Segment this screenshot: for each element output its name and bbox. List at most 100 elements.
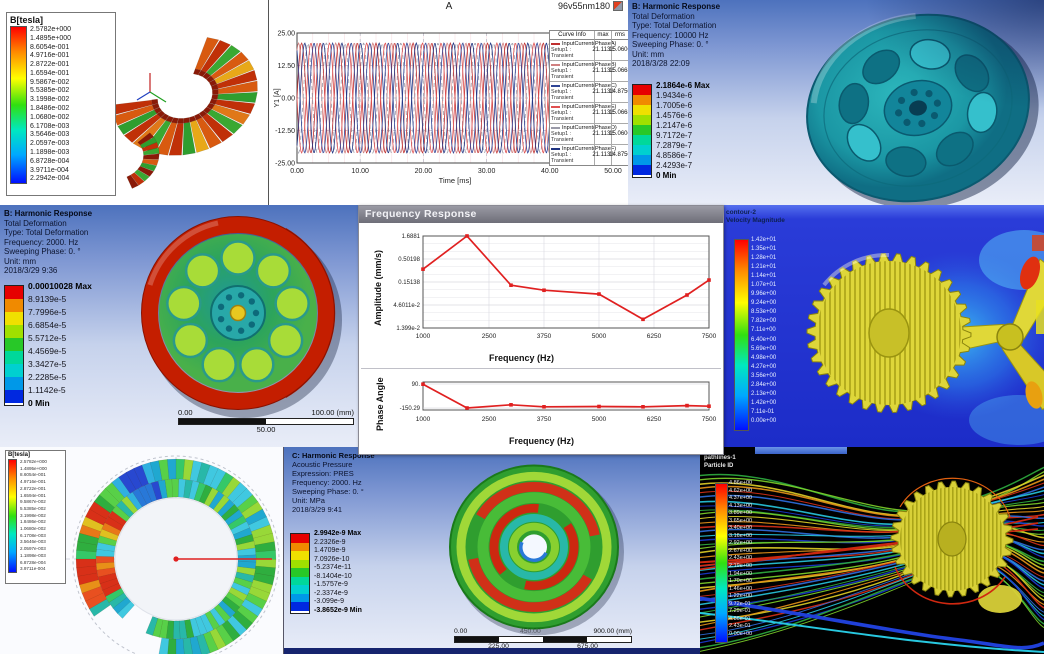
window-fragment [755,447,847,454]
legend-band [5,364,23,377]
legend-title: B[tesla] [8,452,31,458]
legend-band [5,338,23,351]
result-header: B: Harmonic Response Total Deformation Typ… [4,209,92,276]
legend-value: 2.5782e+000 [20,459,47,464]
scale-max: 100.00 (mm) [311,408,354,417]
plot-title: A [445,1,453,12]
phase-response-chart: 90. -150.29 1000 2500 3750 5000 6250 7500 [400,381,717,423]
legend-value: 8.53e+00 [751,309,777,316]
svg-text:0.00: 0.00 [281,96,295,103]
legend-value: 7.82e+00 [751,318,777,325]
legend-value: 3.5646e-003 [20,539,46,545]
legend-value: 7.29e-01 [729,608,751,615]
header-line: Expression: PRES [292,469,354,478]
table-header: max [594,31,611,40]
svg-text:7500: 7500 [702,416,717,423]
panel-acoustic-pressure: C: Harmonic Response Acoustic Pressure Exp… [283,447,701,654]
legend-value: -5.2374e-11 [314,564,352,572]
svg-text:-12.50: -12.50 [275,128,295,135]
legend-value: 2.9942e-9 Max [314,530,362,538]
legend-value: 1.22e+00 [729,593,753,600]
bfield-legend: B[tesla] 2.5782e+000 1.4895e+000 8.6054e-0… [5,450,66,584]
header-line: Type: Total Deformation [632,21,717,30]
legend-band [5,390,23,403]
header-line: B: Harmonic Response [4,209,93,218]
legend-value: 2.92e+00 [729,540,753,547]
legend-value: 7.11e+00 [751,327,776,334]
svg-text:6250: 6250 [647,416,662,423]
result-header: C: Harmonic Response Acoustic Pressure Exp… [292,451,375,514]
legend-value: -2.3374e-9 [314,589,348,597]
result-header: B: Harmonic Response Total Deformation Typ… [632,2,720,69]
svg-text:-25.00: -25.00 [275,161,295,168]
legend-band [291,585,309,594]
legend-value: 0 Min [28,397,50,408]
table-row: InputCurrent(PhaseB) Setup1 : Transient 21… [550,61,629,82]
scale-mid: 450.00 [519,628,541,635]
header-line: Unit: mm [4,256,36,266]
colorbar [8,459,17,573]
legend-value: 4.13e+00 [729,502,753,509]
legend-value: 1.42e+00 [751,399,777,406]
legend-value: 9.7172e-7 [656,130,693,140]
legend-band [291,593,309,602]
svg-text:7500: 7500 [702,333,717,340]
table-row: InputCurrent(PhaseF) Setup1 : Transient 21… [551,145,629,165]
legend-band [291,568,309,577]
scale-q1: 225.00 [488,643,509,650]
header-line: Unit: mm [632,49,664,59]
svg-text:Time [ms]: Time [ms] [439,176,472,185]
legend-value: 5.5385e-002 [30,87,70,95]
curve-info-table: Curve Info max rms InputCurrent(PhaseA) Setu… [549,30,629,166]
legend-values: 4.86e+00 4.62e+00 4.37e+00 4.13e+00 3.89e+00… [729,480,752,638]
legend-value: 6.40e+00 [751,336,777,343]
legend-value: 3.16e+00 [729,532,753,539]
legend-band [5,351,23,364]
colorbar [715,483,728,643]
legend-value: 3.9711e-004 [20,566,46,572]
legend-value: 6.1708e-003 [20,532,46,538]
svg-text:5000: 5000 [592,416,607,423]
bfield-legend: B[tesla] 2.5782e+000 1.4895e+000 8.6054e-0… [6,12,116,196]
legend-value: 1.28e+01 [751,255,777,262]
table-row: InputCurrent(PhaseC) Setup1 : Transient 21… [550,82,629,103]
legend-value: 4.8586e-7 [656,150,693,160]
svg-text:1.399e-2: 1.399e-2 [396,326,420,332]
legend-value: 1.46e+00 [729,585,753,592]
legend-band [633,105,651,115]
header-line: 2018/3/29 9:36 [4,266,58,275]
legend-band [291,602,309,611]
curve-swatch [551,64,560,66]
scale-min: 0.00 [454,628,468,635]
divider [361,368,721,369]
legend-band [291,542,309,551]
acoustic-disc-model [449,464,624,636]
legend-value: 0 Min [656,170,677,180]
legend-value: 9.5867e-002 [20,499,46,505]
legend-band [633,125,651,135]
legend-value: 1.9434e-6 [656,90,693,100]
svg-text:Y1 [A]: Y1 [A] [274,88,281,107]
legend-band [633,85,651,95]
legend-value: 0.00e+00 [751,417,777,424]
legend-value: 1.07e+01 [751,282,777,289]
legend-value: 1.4709e-9 [314,547,346,555]
table-row: InputCurrent(PhaseA) Setup1 : Transient 21… [550,40,629,61]
window-titlebar[interactable]: Frequency Response [359,206,723,223]
header-line: B: Harmonic Response [632,2,721,11]
legend-band [5,299,23,312]
legend-band [633,135,651,145]
header-line: Sweeping Phase: 0. ° [632,40,709,49]
table-row: InputCurrent(PhaseD) Setup1 : Transient 21… [550,124,629,145]
legend-value: 2.13e+00 [751,390,777,397]
legend-band [291,559,309,568]
pressure-legend: 2.9942e-9 Max 2.2326e-9 1.4709e-9 7.0926e-1… [290,530,409,614]
table-row: InputCurrent(PhaseE) Setup1 : Transient 21… [550,103,629,124]
legend-value: 5.5712e-5 [28,332,67,343]
legend-value: 1.4895e+000 [30,34,72,42]
legend-value: 4.37e+00 [729,495,753,502]
window-title: Frequency Response [365,208,477,220]
legend-band [5,325,23,338]
motor-arc-model [112,37,258,189]
